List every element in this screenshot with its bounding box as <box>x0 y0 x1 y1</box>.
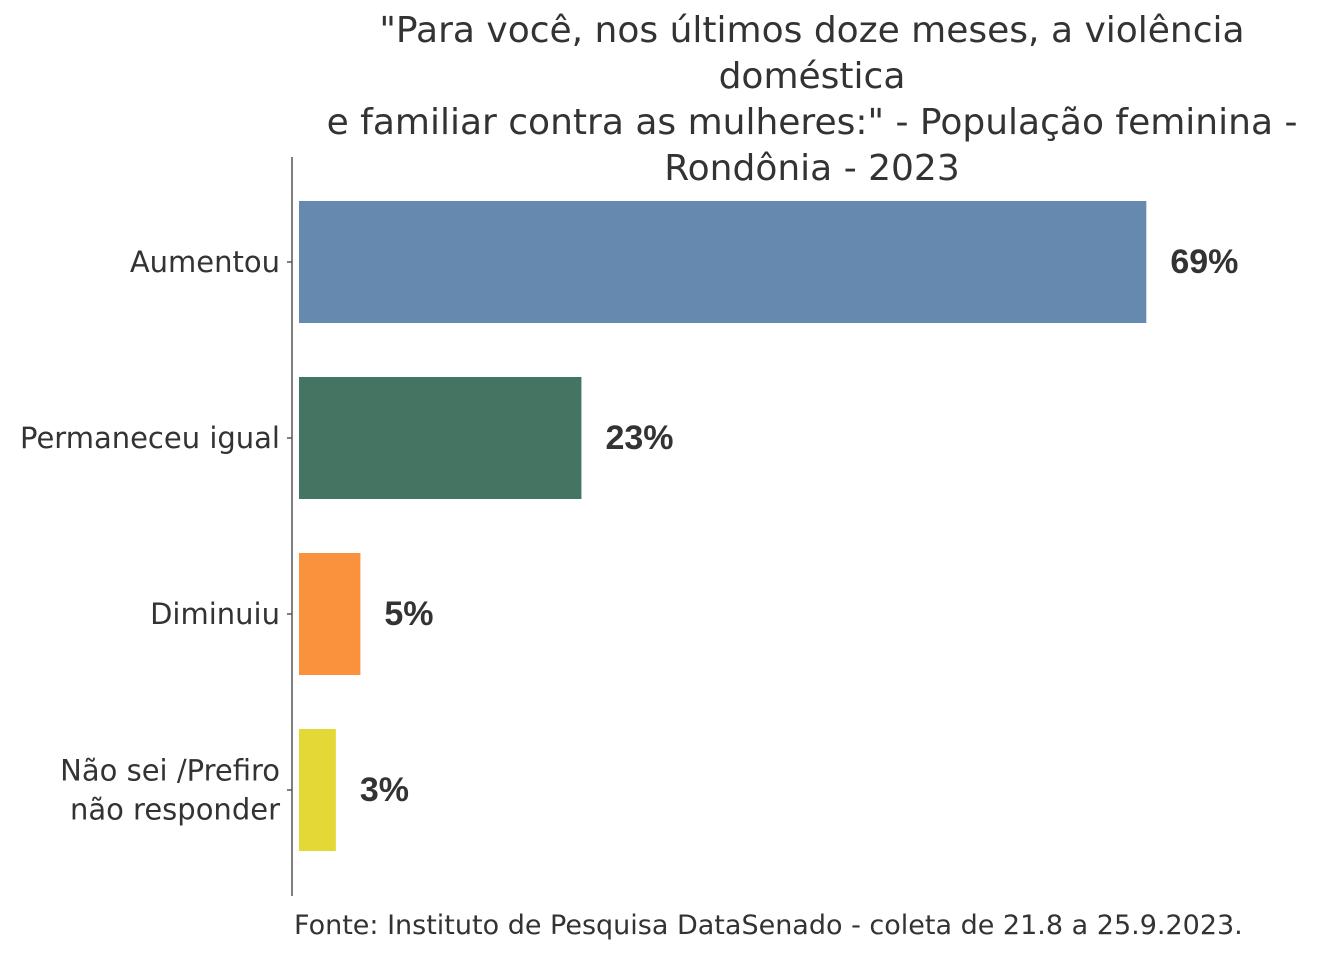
y-tick-label: Diminuiu <box>150 597 280 631</box>
data-label: 5% <box>384 595 433 633</box>
chart-title-line: Rondônia - 2023 <box>664 148 960 189</box>
source-note: Fonte: Instituto de Pesquisa DataSenado … <box>294 910 1243 941</box>
y-tick-label: Permaneceu igual <box>20 421 280 455</box>
data-label: 23% <box>605 419 673 457</box>
bar <box>299 553 361 675</box>
data-label: 69% <box>1170 243 1238 281</box>
y-tick-label: Não sei /Prefiro <box>60 754 280 788</box>
chart-title-line: e familiar contra as mulheres:" - Popula… <box>326 102 1298 143</box>
y-tick-label: Aumentou <box>130 245 280 279</box>
data-label: 3% <box>360 771 409 809</box>
chart-title-line: "Para você, nos últimos doze meses, a vi… <box>379 10 1245 97</box>
bar <box>299 201 1147 323</box>
chart-title: "Para você, nos últimos doze meses, a vi… <box>292 8 1332 192</box>
y-tick-label: não responder <box>70 793 280 827</box>
bar <box>299 377 582 499</box>
bar <box>299 729 336 851</box>
